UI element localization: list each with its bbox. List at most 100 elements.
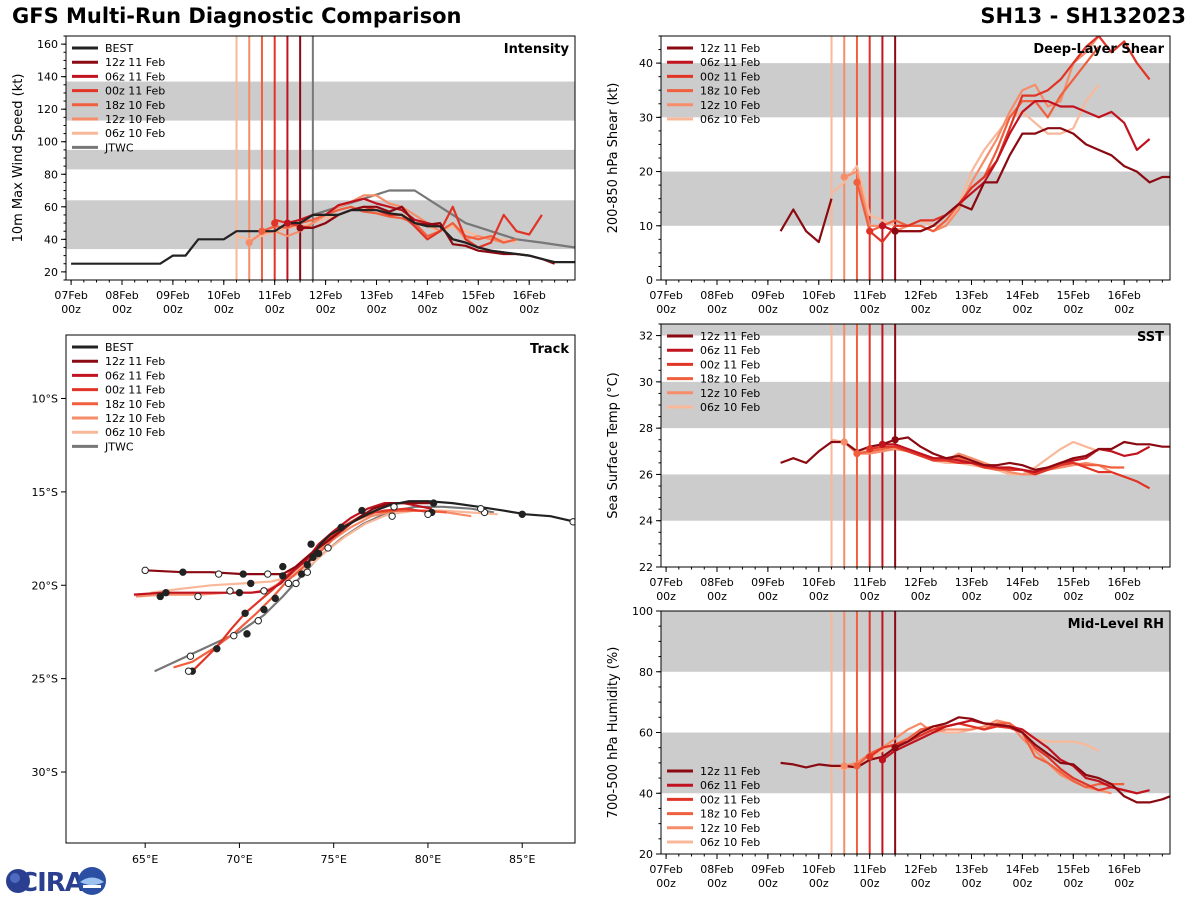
x-tick-label: 10Feb xyxy=(802,289,835,302)
y-axis: 20 40 60 80 100 xyxy=(632,605,661,861)
legend-label: 18z 10 Feb xyxy=(105,398,165,411)
page-title: GFS Multi-Run Diagnostic Comparison xyxy=(12,4,462,28)
panel-title: Track xyxy=(530,342,569,357)
x-tick-sublabel: 00z xyxy=(911,590,931,603)
legend-label: 00z 11 Feb xyxy=(700,358,760,371)
init-marker xyxy=(296,224,304,232)
legend-label: 12z 11 Feb xyxy=(700,42,760,55)
track-line-06z-11-feb xyxy=(133,502,432,596)
y-tick-label: 140 xyxy=(37,71,58,84)
x-tick-label: 07Feb xyxy=(54,289,87,302)
x-tick-label: 80°E xyxy=(415,853,441,866)
legend-label: 12z 10 Feb xyxy=(700,99,760,112)
plot-area xyxy=(661,611,1170,854)
track-position-marker xyxy=(186,652,195,660)
y-tick-label: 80 xyxy=(44,168,58,181)
x-tick-sublabel: 00z xyxy=(656,877,676,890)
legend-label: 12z 10 Feb xyxy=(700,822,760,835)
panel-title: SST xyxy=(1137,330,1164,345)
legend-label: 12z 11 Feb xyxy=(700,330,760,343)
y-tick-label: 28 xyxy=(639,422,653,435)
y-tick-label: 20°S xyxy=(32,579,58,592)
y-tick-label: 80 xyxy=(639,666,653,679)
x-tick-label: 10Feb xyxy=(802,576,835,589)
x-tick-label: 70°E xyxy=(226,853,252,866)
y-tick-label: 40 xyxy=(639,57,653,70)
track-position-marker xyxy=(279,562,287,571)
y-tick-label: 26 xyxy=(639,468,653,481)
x-tick-label: 13Feb xyxy=(955,289,988,302)
x-tick-sublabel: 00z xyxy=(911,877,931,890)
init-marker xyxy=(245,238,253,247)
track-line-06z-10-feb xyxy=(150,509,498,594)
y-tick-label: 40 xyxy=(44,233,58,246)
y-tick-label: 24 xyxy=(639,515,653,528)
x-tick-label: 08Feb xyxy=(105,289,138,302)
x-tick-label: 85°E xyxy=(509,853,535,866)
series-line-06z-11-feb xyxy=(881,719,1150,795)
x-tick-label: 13Feb xyxy=(360,289,393,302)
legend-label: 06z 10 Feb xyxy=(700,836,760,849)
y-tick-label: 30 xyxy=(639,111,653,124)
y-tick-label: 25°S xyxy=(32,673,58,686)
x-tick-label: 12Feb xyxy=(904,576,937,589)
legend-label: 06z 10 Feb xyxy=(700,401,760,414)
x-tick-label: 11Feb xyxy=(258,289,291,302)
y-axis: 20 40 60 80 100 120 140 160 xyxy=(37,35,66,281)
x-tick-sublabel: 00z xyxy=(860,877,880,890)
x-tick-sublabel: 00z xyxy=(809,590,829,603)
track-position-marker xyxy=(303,568,312,576)
init-marker xyxy=(258,227,266,235)
x-tick-sublabel: 00z xyxy=(417,303,437,316)
x-tick-sublabel: 00z xyxy=(656,590,676,603)
track-position-marker xyxy=(388,512,396,520)
init-marker xyxy=(283,219,292,227)
x-tick-sublabel: 00z xyxy=(519,303,539,316)
track-position-marker xyxy=(213,645,221,653)
track-position-marker xyxy=(260,587,268,595)
track-position-marker xyxy=(569,518,575,526)
y-tick-label: 32 xyxy=(639,330,653,343)
track-position-marker xyxy=(179,568,187,576)
track-position-marker xyxy=(477,504,485,513)
legend-label: BEST xyxy=(105,341,133,354)
x-tick-label: 07Feb xyxy=(649,576,682,589)
legend-label: 00z 11 Feb xyxy=(105,384,165,397)
x-tick-sublabel: 00z xyxy=(962,590,982,603)
x-tick-sublabel: 00z xyxy=(962,303,982,316)
shaded-band xyxy=(66,81,575,121)
shaded-band xyxy=(661,63,1170,118)
x-tick-label: 13Feb xyxy=(955,863,988,876)
x-tick-sublabel: 00z xyxy=(707,877,727,890)
x-tick-label: 09Feb xyxy=(751,289,784,302)
legend-label: 12z 10 Feb xyxy=(700,387,760,400)
y-axis: 10°S 15°S 20°S 25°S 30°S xyxy=(32,393,66,779)
x-tick-label: 14Feb xyxy=(1006,576,1039,589)
init-marker xyxy=(840,173,848,181)
x-tick-label: 15Feb xyxy=(462,289,495,302)
y-tick-label: 100 xyxy=(632,605,653,618)
x-tick-sublabel: 00z xyxy=(214,303,234,316)
series-line-00z-11-feb xyxy=(868,36,1151,244)
x-tick-label: 11Feb xyxy=(853,863,886,876)
legend-label: 12z 10 Feb xyxy=(105,412,165,425)
x-axis: 65°E 70°E 75°E 80°E 85°E xyxy=(132,843,535,866)
plot-area xyxy=(661,36,1170,280)
track-position-marker xyxy=(271,594,279,603)
init-marker xyxy=(878,222,887,230)
shaded-band xyxy=(661,474,1170,521)
legend-label: 18z 10 Feb xyxy=(700,85,760,98)
track-position-marker xyxy=(284,579,293,588)
series-line-00z-11-feb xyxy=(869,445,1151,490)
x-tick-label: 15Feb xyxy=(1057,289,1090,302)
track-line-jtwc xyxy=(154,505,495,673)
x-tick-sublabel: 00z xyxy=(860,590,880,603)
track-line-00z-11-feb xyxy=(191,507,432,672)
x-tick-sublabel: 00z xyxy=(61,303,81,316)
track-position-marker xyxy=(390,503,398,511)
x-tick-sublabel: 00z xyxy=(265,303,285,316)
x-tick-label: 12Feb xyxy=(309,289,342,302)
x-tick-label: 12Feb xyxy=(904,289,937,302)
x-axis: 07Feb00z08Feb00z09Feb00z10Feb00z11Feb00z… xyxy=(649,854,1163,890)
panel-title: Intensity xyxy=(504,42,570,57)
